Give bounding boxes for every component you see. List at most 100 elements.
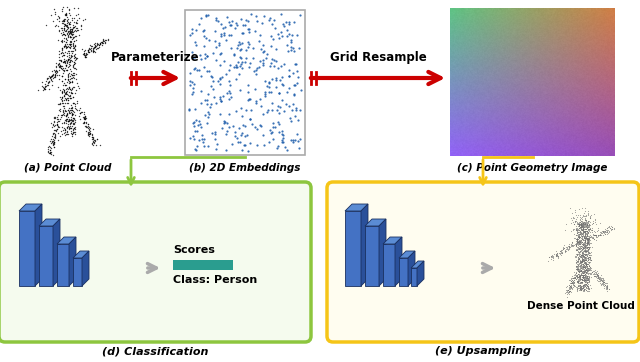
Point xyxy=(580,255,590,261)
Point xyxy=(93,44,104,50)
Point xyxy=(583,247,593,252)
Point xyxy=(583,255,593,261)
Point xyxy=(573,223,584,229)
Point xyxy=(560,247,570,253)
Point xyxy=(63,93,74,98)
Point xyxy=(573,283,583,289)
Point xyxy=(578,243,588,248)
Point xyxy=(570,274,580,279)
Point xyxy=(219,30,229,36)
Point xyxy=(38,84,49,90)
Point xyxy=(583,224,593,230)
Point xyxy=(582,261,593,267)
Point xyxy=(576,222,586,227)
Point xyxy=(273,143,284,148)
Point xyxy=(577,255,587,261)
Point xyxy=(233,59,243,65)
Point xyxy=(580,234,590,240)
Point xyxy=(573,278,583,283)
Point xyxy=(59,43,69,49)
Point xyxy=(60,127,70,132)
Point xyxy=(88,134,98,140)
Point xyxy=(582,264,593,270)
Point xyxy=(210,136,220,142)
Point xyxy=(602,228,612,234)
Point xyxy=(595,278,605,284)
Point xyxy=(579,231,589,237)
Point xyxy=(576,285,586,291)
Point xyxy=(579,258,589,264)
Point xyxy=(566,278,576,284)
Point xyxy=(564,286,575,292)
Point xyxy=(596,276,606,282)
Point xyxy=(56,112,67,118)
Point xyxy=(600,228,611,234)
Point xyxy=(67,48,77,54)
Point xyxy=(572,264,582,270)
Point xyxy=(276,137,287,143)
Point xyxy=(59,88,69,94)
Point xyxy=(575,245,586,251)
Point xyxy=(51,129,61,134)
Point xyxy=(70,51,80,57)
Point xyxy=(79,113,90,119)
Point xyxy=(69,38,79,44)
Point xyxy=(604,223,614,229)
Point xyxy=(577,285,587,291)
Point xyxy=(583,284,593,290)
Point xyxy=(555,250,565,256)
Point xyxy=(282,27,292,33)
Point xyxy=(60,119,70,125)
Point xyxy=(582,283,592,289)
Point xyxy=(578,284,588,290)
Point xyxy=(91,46,101,52)
Point xyxy=(582,238,593,244)
Point xyxy=(88,48,98,54)
Point xyxy=(572,252,582,258)
Point xyxy=(580,286,590,292)
Point xyxy=(52,68,62,74)
Point xyxy=(59,24,69,29)
Point xyxy=(68,24,79,30)
Point xyxy=(572,265,582,271)
Point xyxy=(598,279,609,285)
Point xyxy=(582,263,592,269)
Point xyxy=(264,85,275,90)
Point xyxy=(582,282,592,287)
Point xyxy=(68,127,78,133)
Point xyxy=(68,84,78,90)
Point xyxy=(577,257,587,263)
Point xyxy=(550,253,561,259)
Point xyxy=(273,119,283,125)
Point xyxy=(580,265,590,270)
Point xyxy=(581,240,591,246)
Point xyxy=(572,239,582,244)
Point xyxy=(576,254,586,260)
Point xyxy=(69,121,79,127)
Point xyxy=(582,248,593,254)
Point xyxy=(215,51,225,57)
Point xyxy=(52,112,63,118)
Point xyxy=(577,250,587,256)
Point xyxy=(227,18,237,24)
Point xyxy=(579,269,589,275)
Point xyxy=(573,245,584,251)
Point xyxy=(575,287,585,292)
Point xyxy=(597,281,607,287)
Point xyxy=(573,220,583,226)
Point xyxy=(580,244,590,250)
Point xyxy=(68,100,79,106)
Point xyxy=(289,19,299,25)
Point xyxy=(577,269,587,274)
Point xyxy=(58,16,68,21)
Point xyxy=(580,249,590,255)
Point xyxy=(79,52,90,58)
Point xyxy=(564,205,575,210)
Point xyxy=(202,97,212,103)
Point xyxy=(580,277,590,283)
Point xyxy=(582,280,593,286)
Point xyxy=(573,235,584,240)
Point xyxy=(67,112,77,118)
Point xyxy=(568,280,578,286)
Point xyxy=(70,124,80,130)
